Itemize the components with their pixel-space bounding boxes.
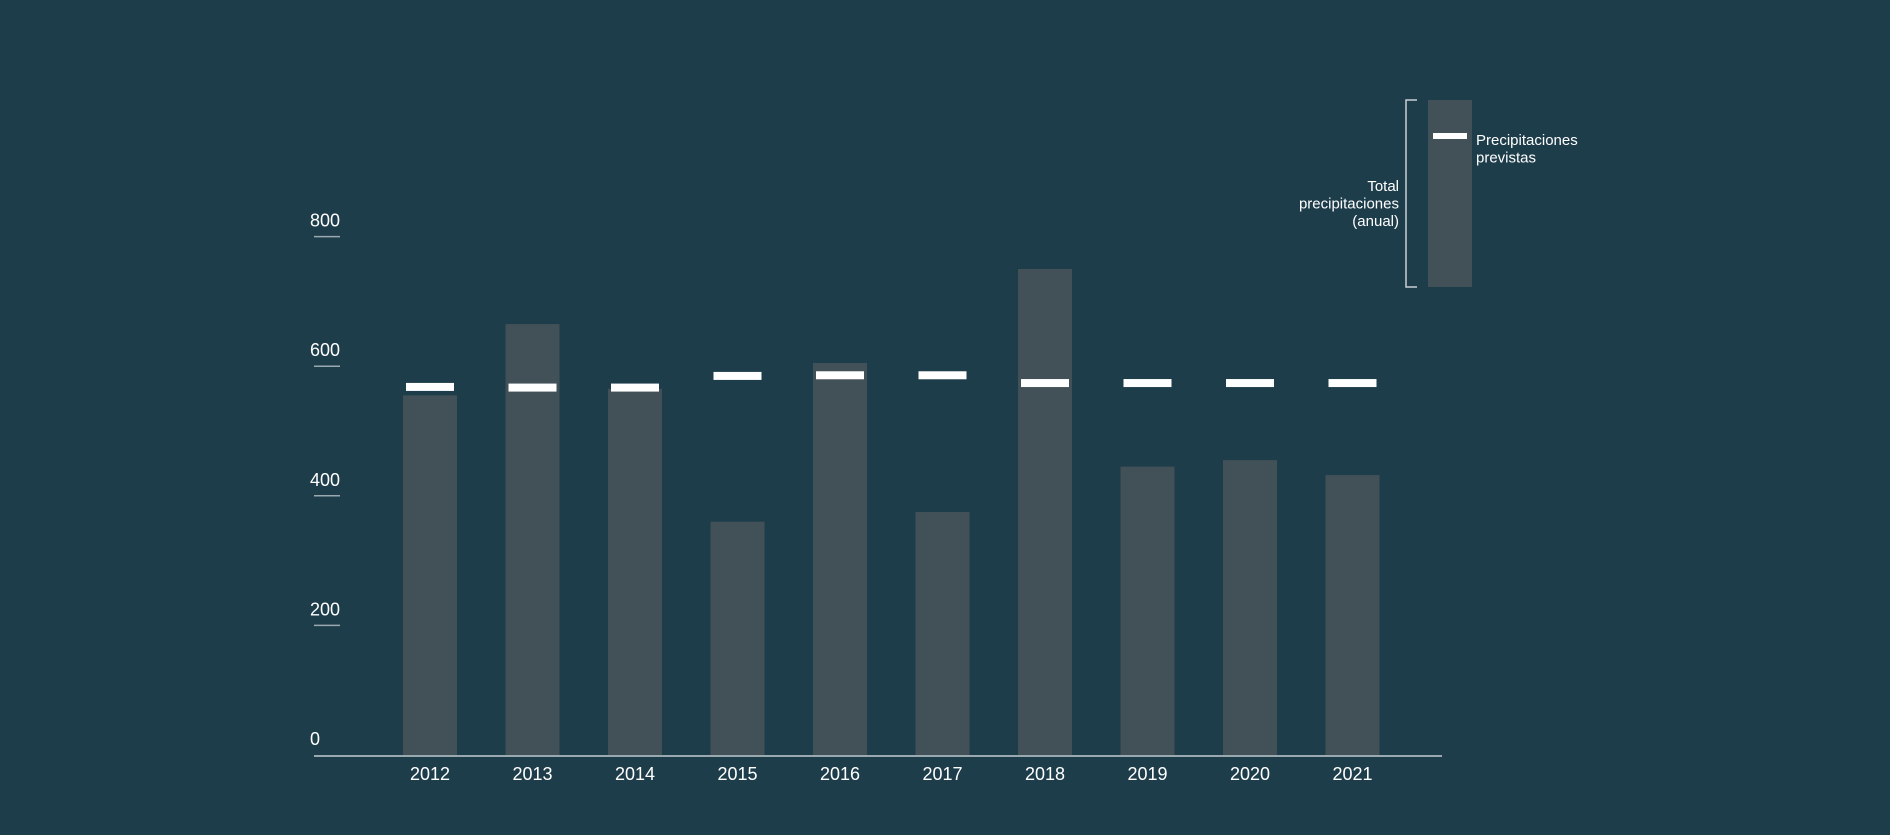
y-tick-label: 400 bbox=[310, 470, 340, 490]
legend-marker-label-line: Precipitaciones bbox=[1476, 132, 1578, 149]
marker-2013 bbox=[508, 383, 557, 392]
bar-2017 bbox=[915, 512, 970, 755]
marker-series bbox=[406, 371, 1377, 392]
y-tick-label: 800 bbox=[310, 211, 340, 231]
bar-2014 bbox=[608, 388, 662, 755]
marker-2017 bbox=[918, 371, 967, 380]
bar-2016 bbox=[813, 362, 867, 755]
bar-2013 bbox=[505, 324, 560, 755]
legend-bar-label-line: (anual) bbox=[1352, 213, 1399, 230]
legend-marker-label-line: previstas bbox=[1476, 150, 1536, 167]
bar-2012 bbox=[403, 395, 457, 755]
x-tick-label: 2017 bbox=[922, 764, 962, 784]
x-tick-label: 2013 bbox=[512, 764, 552, 784]
y-tick-label: 200 bbox=[310, 599, 340, 619]
marker-2016 bbox=[816, 371, 864, 380]
x-tick-label: 2020 bbox=[1230, 764, 1270, 784]
x-tick-label: 2014 bbox=[615, 764, 655, 784]
y-tick-label: 0 bbox=[310, 729, 320, 749]
bar-2015 bbox=[710, 521, 765, 755]
marker-2012 bbox=[406, 382, 454, 391]
bar-2020 bbox=[1223, 460, 1277, 755]
bar-series bbox=[403, 269, 1380, 755]
marker-2021 bbox=[1328, 379, 1377, 388]
legend-bar-swatch bbox=[1428, 100, 1472, 287]
x-tick-label: 2019 bbox=[1127, 764, 1167, 784]
bar-2019 bbox=[1120, 466, 1175, 755]
x-tick-label: 2021 bbox=[1332, 764, 1372, 784]
marker-2014 bbox=[611, 383, 659, 392]
legend-bar-label-line: Total bbox=[1367, 178, 1399, 195]
legend-marker-swatch bbox=[1433, 133, 1467, 139]
y-axis: 0 200 400 600 800 bbox=[310, 211, 340, 749]
x-tick-label: 2016 bbox=[820, 764, 860, 784]
x-tick-label: 2018 bbox=[1025, 764, 1065, 784]
marker-2015 bbox=[713, 371, 762, 380]
marker-2019 bbox=[1123, 379, 1172, 388]
x-tick-label: 2015 bbox=[717, 764, 757, 784]
marker-2018 bbox=[1021, 379, 1069, 388]
bar-2021 bbox=[1325, 475, 1380, 755]
legend-bar-label-line: precipitaciones bbox=[1299, 196, 1399, 213]
y-tick-label: 600 bbox=[310, 340, 340, 360]
marker-2020 bbox=[1226, 379, 1274, 388]
x-tick-label: 2012 bbox=[410, 764, 450, 784]
bar-2018 bbox=[1018, 269, 1072, 755]
x-axis: 2012 2013 2014 2015 2016 2017 2018 2019 2020 2021 bbox=[314, 755, 1442, 784]
legend-bracket bbox=[1405, 99, 1417, 288]
